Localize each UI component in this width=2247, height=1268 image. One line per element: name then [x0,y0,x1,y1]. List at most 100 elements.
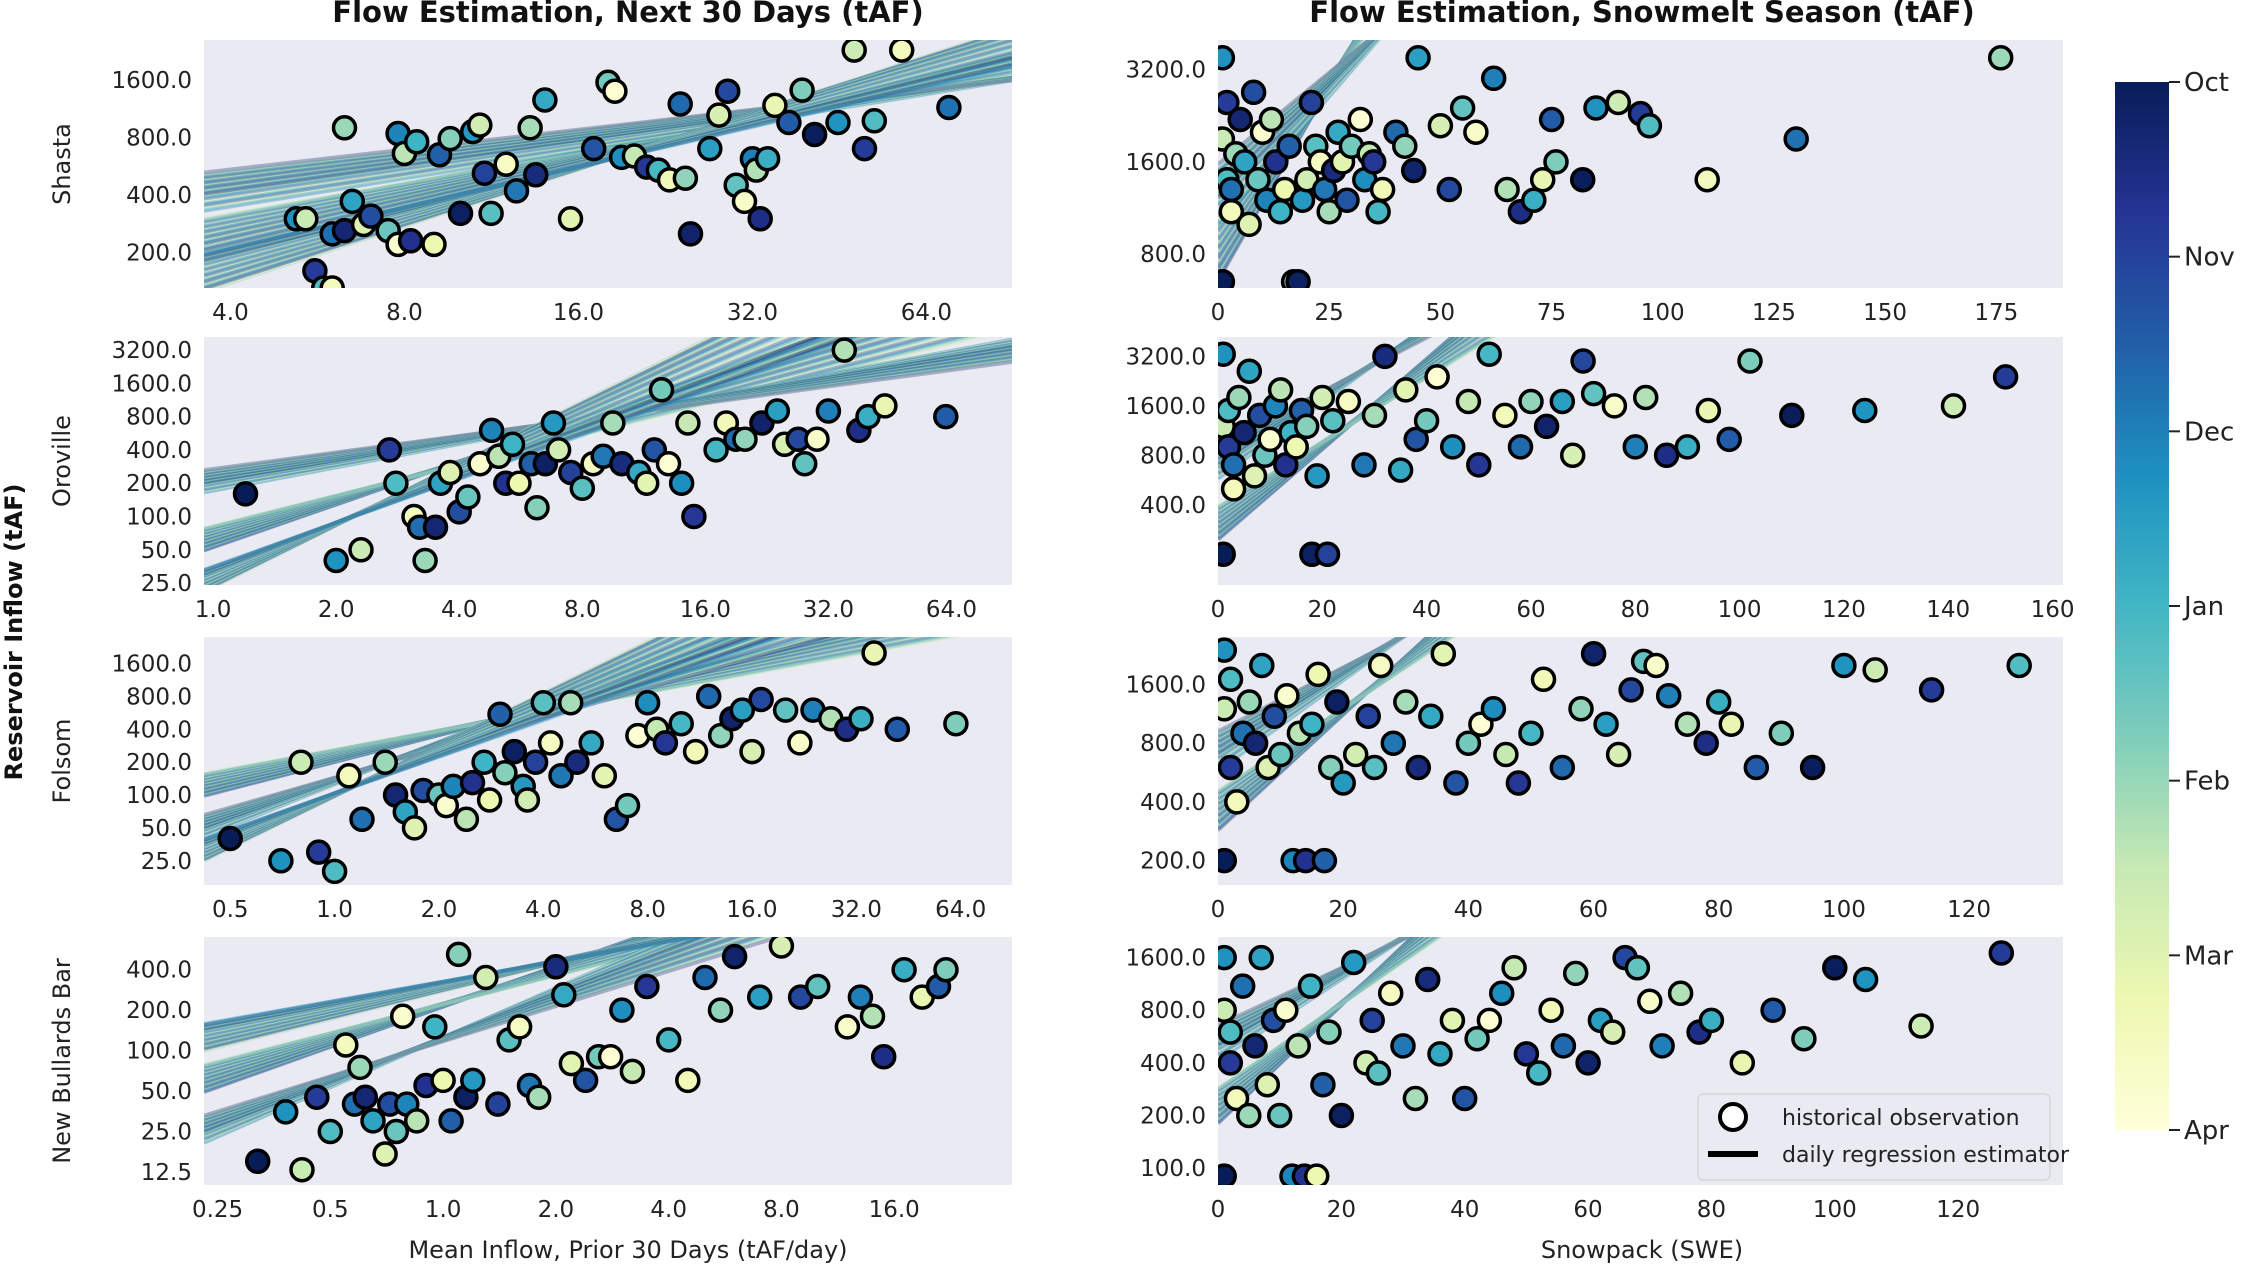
regression-line [204,637,756,845]
observation-point [1518,388,1544,415]
regression-line [204,637,833,797]
regression-line [204,68,1012,227]
regression-line [1218,337,1460,534]
regression-line [1218,337,1464,529]
regression-line [1218,40,1365,220]
observation-point [289,1156,315,1183]
observation-point [1218,176,1245,203]
regression-line [204,78,1012,212]
x-tick-label: 4.0 [212,300,249,326]
observation-point [493,151,519,177]
regression-line [204,337,827,552]
regression-line [204,76,1012,185]
observation-point [1299,711,1325,737]
regression-line [204,76,1012,191]
observation-point [1303,1163,1330,1185]
regression-line [1218,40,1373,184]
observations [1218,940,2015,1185]
regression-line [204,77,1012,178]
regression-line [1218,337,1422,459]
observation-point [1791,1025,1817,1052]
regression-line [204,637,729,848]
observation-point [1283,434,1309,460]
observation-point [358,203,384,229]
observation-point [1314,541,1341,568]
y-tick-label: 3200.0 [112,338,192,364]
observation-point [762,92,788,119]
x-tick-label: 64.0 [926,597,977,623]
regression-line [1218,337,1480,517]
regression-line [1218,40,1380,225]
panel-folsom-right: 0 20 40 60 80 100 120 200.0 400.0 800.0 1600.0 [1126,637,2063,923]
x-tick-label: 32.0 [803,597,854,623]
regression-line [1218,637,1451,797]
x-tick-label: 64.0 [901,300,952,326]
observation-point [471,160,498,186]
observation-point [244,1148,271,1175]
regression-line [1218,337,1432,449]
observation-point [1783,126,1809,152]
observation-point [1493,741,1519,768]
observation-point [397,228,424,254]
regression-line [1218,637,1432,825]
regression-line [204,637,706,852]
regression-line [1218,937,1440,1093]
observation-point [2006,652,2032,679]
regression-line [1218,337,1485,514]
regression-line [204,937,673,1041]
regression-line [1218,40,1375,202]
observation-point [1716,426,1742,453]
regression-line [204,637,672,860]
observation-point [1476,341,1502,367]
observation-point [655,450,682,477]
y-tick-label: 400.0 [1140,790,1206,816]
regression-line [204,337,734,585]
regression-line [204,637,692,855]
regression-line [204,637,761,844]
observation-point [936,94,962,121]
observation-point [675,410,701,436]
regression-line [204,337,786,580]
regression-line [204,937,682,1035]
regression-line [204,637,783,842]
panel-oroville-left: 1.0 2.0 4.0 8.0 16.0 32.0 64.0 25.0 50.0 100.0 200… [48,337,1012,623]
regression-line [204,55,1012,249]
regression-line [1218,937,1443,1091]
observation-point [317,1118,344,1145]
regression-line [204,337,764,584]
regression-line [204,78,1012,213]
observation-point [668,470,695,496]
regression-line [1218,637,1431,830]
x-tick-label: 1.0 [425,1197,462,1223]
observation-point [1583,95,1609,121]
regression-line [204,65,1012,230]
regression-line [1218,337,1459,535]
regression-line [204,637,713,851]
regression-line [1218,937,1417,1123]
panel-oroville-right: 0 20 40 60 80 100 120 140 160 400.0 800.0 1600.0 320… [1126,337,2075,623]
regression-line [1218,637,1433,823]
observation-point [389,1003,416,1030]
observation-point [1220,476,1247,502]
observation-point [1414,966,1441,993]
regression-line [1218,637,1446,802]
observation-point [412,547,438,574]
y-tick-label: 800.0 [126,126,192,152]
x-tick-label: 2.0 [538,1197,575,1223]
x-tick-label: 16.0 [869,1197,920,1223]
observation-point [1693,730,1719,756]
regression-line [1218,637,1432,828]
observation-point [372,1141,398,1167]
observation-point [437,459,463,486]
regression-line [204,72,1012,222]
regression-line [1218,937,1422,1111]
regression-line [1218,40,1376,206]
regression-line [204,337,748,585]
observation-point [1298,89,1325,116]
regression-line [1218,337,1468,526]
observation-point [1226,384,1252,411]
x-tick-label: 100 [1718,597,1762,623]
regression-line [1218,40,1376,204]
x-tick-label: 2.0 [421,897,458,923]
observation-point [1988,940,2015,966]
